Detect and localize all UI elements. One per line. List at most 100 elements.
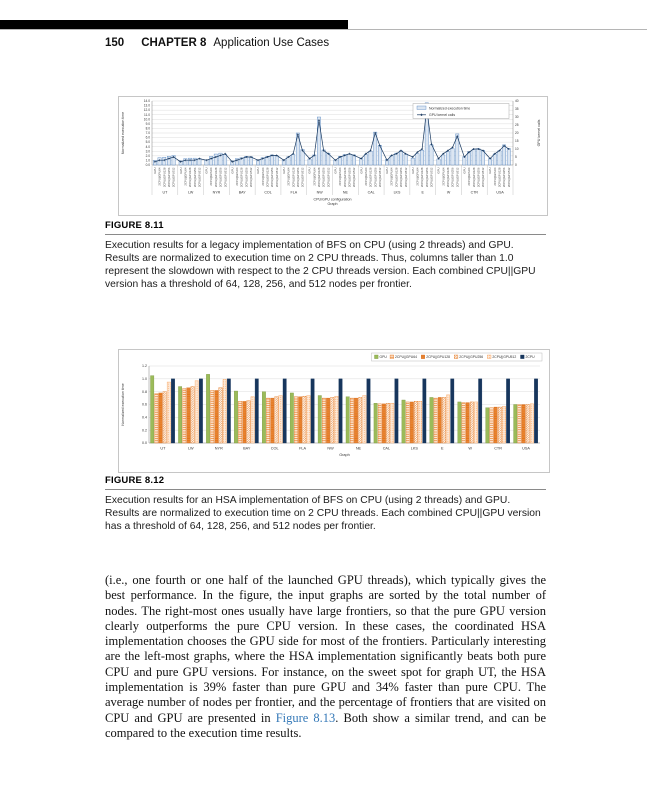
header-rule bbox=[0, 29, 647, 30]
svg-text:25: 25 bbox=[515, 123, 519, 127]
svg-text:2CPU||GPU256: 2CPU||GPU256 bbox=[219, 167, 223, 187]
svg-text:2CPU||GPU256: 2CPU||GPU256 bbox=[270, 167, 274, 187]
svg-text:GPU: GPU bbox=[179, 168, 183, 174]
svg-text:GPU: GPU bbox=[385, 168, 389, 174]
svg-text:2CPU||GPU64: 2CPU||GPU64 bbox=[235, 167, 239, 186]
svg-text:USA: USA bbox=[522, 447, 530, 451]
svg-text:2CPU||GPU256: 2CPU||GPU256 bbox=[193, 167, 197, 187]
body-paragraph: (i.e., one fourth or one half of the lau… bbox=[105, 573, 546, 741]
svg-text:9.0: 9.0 bbox=[146, 122, 151, 126]
svg-text:2CPU||GPU512: 2CPU||GPU512 bbox=[249, 167, 253, 187]
svg-text:2CPU||GPU128: 2CPU||GPU128 bbox=[394, 167, 398, 187]
svg-text:1.0: 1.0 bbox=[146, 159, 151, 163]
svg-text:2CPU||GPU256: 2CPU||GPU256 bbox=[373, 167, 377, 187]
svg-text:NYR: NYR bbox=[215, 447, 223, 451]
svg-text:10: 10 bbox=[515, 147, 519, 151]
svg-text:2CPU||GPU64: 2CPU||GPU64 bbox=[312, 167, 316, 186]
svg-text:2CPU||GPU128: 2CPU||GPU128 bbox=[240, 167, 244, 187]
svg-text:2CPU||GPU64: 2CPU||GPU64 bbox=[395, 355, 417, 359]
svg-text:2CPU||GPU256: 2CPU||GPU256 bbox=[348, 167, 352, 187]
svg-text:2CPU||GPU256: 2CPU||GPU256 bbox=[322, 167, 326, 187]
svg-text:GPU: GPU bbox=[359, 168, 363, 174]
chapter-label: CHAPTER 8 bbox=[141, 37, 207, 49]
svg-text:2CPU||GPU64: 2CPU||GPU64 bbox=[467, 167, 471, 186]
svg-text:2CPU||GPU512: 2CPU||GPU512 bbox=[481, 167, 485, 187]
svg-text:GPU: GPU bbox=[308, 168, 312, 174]
svg-text:2CPU||GPU256: 2CPU||GPU256 bbox=[459, 355, 483, 359]
svg-text:Graph: Graph bbox=[328, 202, 338, 206]
svg-text:7.0: 7.0 bbox=[146, 131, 151, 135]
svg-text:2CPU||GPU64: 2CPU||GPU64 bbox=[209, 167, 213, 186]
svg-text:2CPU||GPU128: 2CPU||GPU128 bbox=[420, 167, 424, 187]
svg-text:GPU: GPU bbox=[230, 168, 234, 174]
svg-text:2CPU||GPU512: 2CPU||GPU512 bbox=[455, 167, 459, 187]
svg-text:2CPU||GPU256: 2CPU||GPU256 bbox=[476, 167, 480, 187]
svg-text:USA: USA bbox=[496, 191, 504, 195]
svg-text:BAY: BAY bbox=[243, 447, 251, 451]
svg-text:2CPU||GPU128: 2CPU||GPU128 bbox=[214, 167, 218, 187]
figure-8-13-link[interactable]: Figure 8.13 bbox=[275, 710, 336, 725]
svg-text:2CPU||GPU64: 2CPU||GPU64 bbox=[261, 167, 265, 186]
svg-text:35: 35 bbox=[515, 107, 519, 111]
svg-text:2CPU||GPU512: 2CPU||GPU512 bbox=[223, 167, 227, 187]
svg-text:2.0: 2.0 bbox=[146, 154, 151, 158]
svg-text:5.0: 5.0 bbox=[146, 140, 151, 144]
svg-text:CPU/GPU configuration: CPU/GPU configuration bbox=[314, 198, 352, 202]
svg-text:2CPU||GPU512: 2CPU||GPU512 bbox=[404, 167, 408, 187]
svg-text:BAY: BAY bbox=[239, 191, 247, 195]
svg-text:2CPU||GPU64: 2CPU||GPU64 bbox=[183, 167, 187, 186]
svg-text:2CPU||GPU128: 2CPU||GPU128 bbox=[498, 167, 502, 187]
svg-text:2CPU||GPU128: 2CPU||GPU128 bbox=[369, 167, 373, 187]
figure-8-12-caption: Execution results for an HSA implementat… bbox=[105, 495, 541, 532]
svg-text:NE: NE bbox=[356, 447, 362, 451]
svg-text:20: 20 bbox=[515, 131, 519, 135]
svg-text:CTR: CTR bbox=[471, 191, 479, 195]
svg-text:2CPU||GPU512: 2CPU||GPU512 bbox=[326, 167, 330, 187]
svg-text:2CPU||GPU256: 2CPU||GPU256 bbox=[167, 167, 171, 187]
figure-8-12-label: FIGURE 8.12 bbox=[105, 475, 546, 490]
svg-text:2CPU||GPU512: 2CPU||GPU512 bbox=[275, 167, 279, 187]
svg-text:11.0: 11.0 bbox=[144, 113, 150, 117]
svg-text:2CPU||GPU128: 2CPU||GPU128 bbox=[162, 167, 166, 187]
svg-text:2CPU||GPU128: 2CPU||GPU128 bbox=[343, 167, 347, 187]
svg-text:GPU kernel calls: GPU kernel calls bbox=[537, 119, 541, 146]
svg-text:0.8: 0.8 bbox=[142, 390, 147, 394]
svg-text:2CPU||GPU512: 2CPU||GPU512 bbox=[430, 167, 434, 187]
svg-text:1.0: 1.0 bbox=[142, 377, 147, 381]
svg-text:2CPU||GPU128: 2CPU||GPU128 bbox=[472, 167, 476, 187]
svg-text:NW: NW bbox=[327, 447, 334, 451]
bfs-hsa-execution-chart: 0.0 0.2 0.4 0.6 0.8 1.0 1.2 UT LW NYR BAY COL FLA NW N… bbox=[121, 352, 543, 457]
svg-text:LKS: LKS bbox=[411, 447, 419, 451]
svg-text:Normalized execution time: Normalized execution time bbox=[121, 112, 125, 154]
bfs-legacy-execution-chart: 0.01.02.03.04.05.06.07.08.09.010.011.012… bbox=[121, 99, 541, 206]
svg-text:2CPU||GPU64: 2CPU||GPU64 bbox=[158, 167, 162, 186]
header-bar bbox=[0, 20, 348, 29]
svg-text:2CPU||GPU512: 2CPU||GPU512 bbox=[301, 167, 305, 187]
body-text-after-link: . Both show a similar trend, and can be … bbox=[105, 710, 546, 740]
svg-text:UT: UT bbox=[162, 191, 168, 195]
chapter-title: Application Use Cases bbox=[213, 37, 330, 49]
svg-text:2CPU||GPU512: 2CPU||GPU512 bbox=[378, 167, 382, 187]
svg-text:GPU: GPU bbox=[488, 168, 492, 174]
svg-text:2CPU||GPU128: 2CPU||GPU128 bbox=[446, 167, 450, 187]
svg-text:GPU: GPU bbox=[437, 168, 441, 174]
svg-text:GPU: GPU bbox=[205, 168, 209, 174]
svg-text:8.0: 8.0 bbox=[146, 127, 151, 131]
svg-text:1.2: 1.2 bbox=[142, 364, 147, 368]
svg-text:GPU: GPU bbox=[282, 168, 286, 174]
svg-text:FLA: FLA bbox=[299, 447, 306, 451]
svg-text:GPU: GPU bbox=[411, 168, 415, 174]
svg-text:Graph: Graph bbox=[339, 453, 350, 457]
svg-text:13.0: 13.0 bbox=[144, 104, 150, 108]
svg-text:2CPU||GPU256: 2CPU||GPU256 bbox=[451, 167, 455, 187]
svg-text:FLA: FLA bbox=[291, 191, 298, 195]
svg-text:2CPU||GPU512: 2CPU||GPU512 bbox=[507, 167, 511, 187]
svg-text:GPU: GPU bbox=[380, 355, 388, 359]
svg-text:5: 5 bbox=[515, 155, 517, 159]
svg-text:Normalized execution time: Normalized execution time bbox=[121, 383, 125, 425]
body-text-before-link: (i.e., one fourth or one half of the lau… bbox=[105, 573, 546, 725]
svg-text:2CPU||GPU64: 2CPU||GPU64 bbox=[441, 167, 445, 186]
svg-text:15: 15 bbox=[515, 139, 519, 143]
svg-text:GPU: GPU bbox=[333, 168, 337, 174]
svg-text:W: W bbox=[468, 447, 472, 451]
